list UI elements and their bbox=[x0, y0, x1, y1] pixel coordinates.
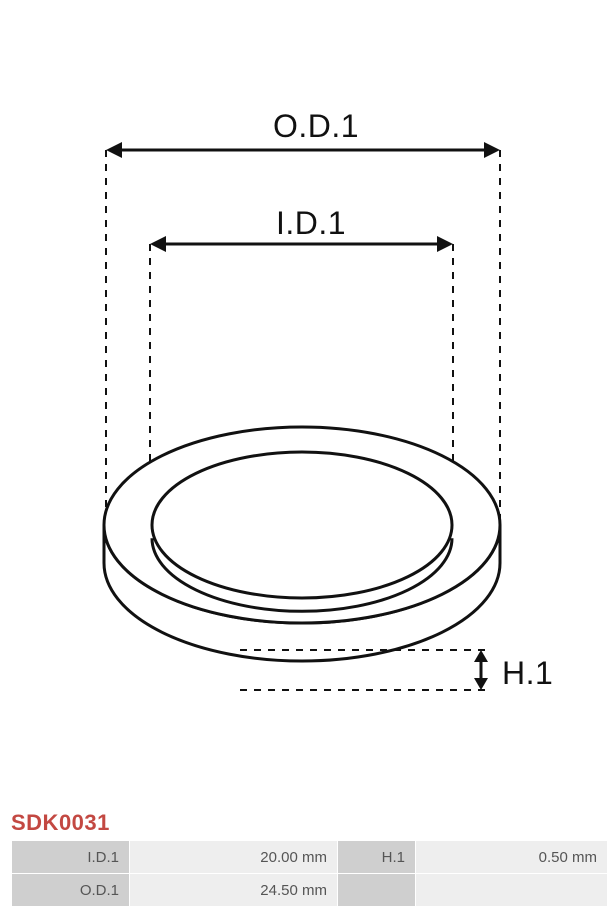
cell-label: O.D.1 bbox=[12, 874, 130, 907]
label-id1: I.D.1 bbox=[276, 205, 346, 242]
cell-label: I.D.1 bbox=[12, 841, 130, 874]
cell-value2: 0.50 mm bbox=[416, 841, 608, 874]
ring-diagram: O.D.1 I.D.1 H.1 bbox=[90, 90, 560, 710]
cell-value: 24.50 mm bbox=[130, 874, 338, 907]
cell-value2 bbox=[416, 874, 608, 907]
cell-label2: H.1 bbox=[338, 841, 416, 874]
ring-svg bbox=[90, 90, 560, 710]
part-number: SDK0031 bbox=[11, 810, 110, 836]
cell-label2 bbox=[338, 874, 416, 907]
table-row: I.D.1 20.00 mm H.1 0.50 mm bbox=[12, 841, 608, 874]
label-h1: H.1 bbox=[502, 655, 553, 692]
page: O.D.1 I.D.1 H.1 SDK0031 I.D.1 20.00 mm H… bbox=[0, 0, 608, 907]
label-od1: O.D.1 bbox=[273, 108, 359, 145]
cell-value: 20.00 mm bbox=[130, 841, 338, 874]
table-row: O.D.1 24.50 mm bbox=[12, 874, 608, 907]
spec-table: I.D.1 20.00 mm H.1 0.50 mm O.D.1 24.50 m… bbox=[11, 840, 608, 907]
